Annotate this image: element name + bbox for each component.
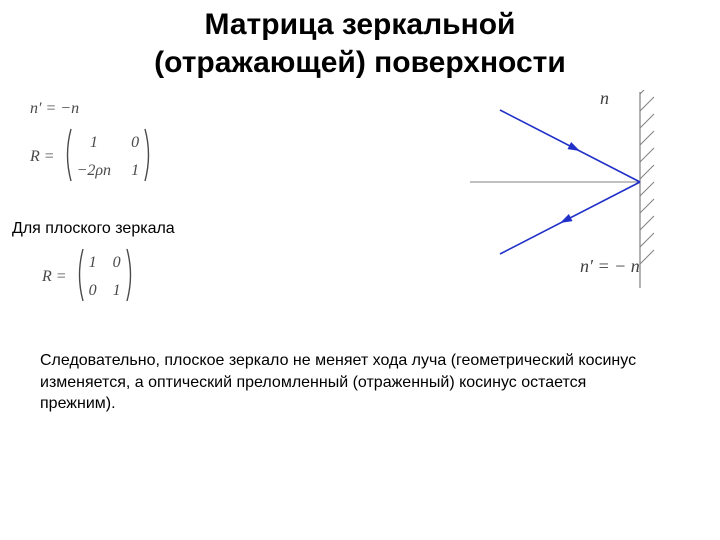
svg-text:n: n: [600, 90, 609, 108]
matrix-cell: 0: [113, 254, 121, 272]
matrix2-body: 1001: [75, 248, 135, 306]
matrix-cell: 1: [77, 134, 111, 152]
matrix-cell: 1: [131, 162, 139, 180]
equation-matrix-flat: R = 1001: [42, 248, 135, 306]
matrix-cell: 0: [89, 282, 97, 300]
svg-text:n′ = − n: n′ = − n: [580, 256, 640, 276]
matrix1-body: 1 0 −2ρn 1: [63, 128, 153, 186]
matrix1-prefix: R =: [30, 148, 55, 165]
subheading-text: Для плоского зеркала: [12, 220, 175, 237]
matrix-cell: 1: [89, 254, 97, 272]
reflection-diagram: n n′ = − n: [470, 90, 690, 290]
equation-n-prime-text: n′ = −n: [30, 100, 79, 117]
equation-n-prime: n′ = −n: [30, 100, 79, 118]
matrix-cell: −2ρn: [77, 162, 111, 180]
slide-title: Матрица зеркальной (отражающей) поверхно…: [0, 6, 720, 81]
subheading-flat-mirror: Для плоского зеркала: [12, 220, 175, 238]
title-line1: Матрица зеркальной: [205, 8, 516, 41]
matrix2-prefix: R =: [42, 268, 67, 285]
title-line2: (отражающей) поверхности: [154, 46, 566, 79]
body-text: Следовательно, плоское зеркало не меняет…: [40, 352, 636, 412]
matrix-cell: 0: [131, 134, 139, 152]
reflection-diagram-svg: n n′ = − n: [470, 90, 690, 290]
equation-matrix-general: R = 1 0 −2ρn 1: [30, 128, 153, 186]
matrix-cell: 1: [113, 282, 121, 300]
body-paragraph: Следовательно, плоское зеркало не меняет…: [40, 350, 640, 415]
